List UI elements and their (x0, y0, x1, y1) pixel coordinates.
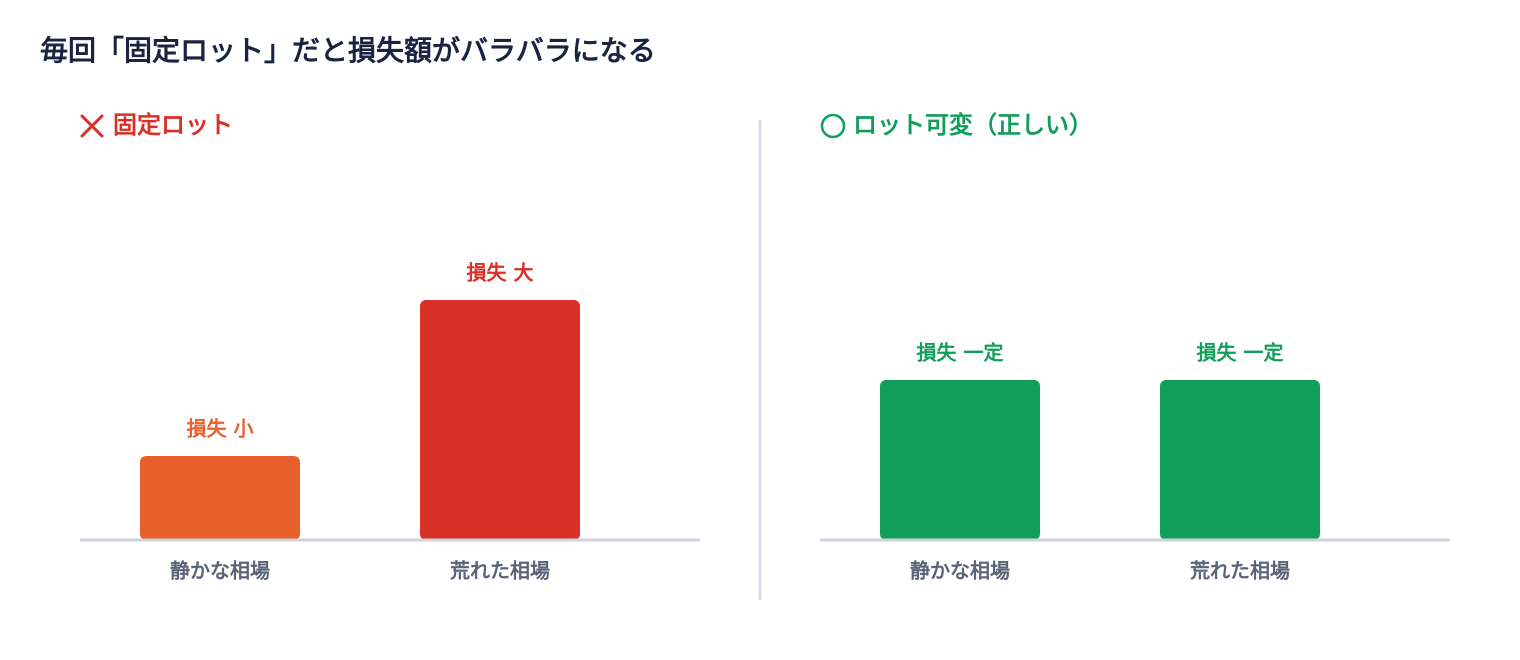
circle-icon (820, 113, 846, 139)
value-label: 損失 大 (467, 261, 534, 285)
chart-title: ロット可変（正しい） (853, 111, 1093, 139)
x-tick-label: 荒れた相場 (450, 559, 550, 583)
chart-title: 固定ロット (113, 111, 233, 139)
value-label: 損失 一定 (917, 341, 1004, 365)
x-tick-label: 静かな相場 (170, 559, 270, 583)
bar (140, 456, 300, 540)
x-tick-label: 荒れた相場 (1190, 559, 1290, 583)
bar (420, 300, 580, 540)
bar (880, 380, 1040, 540)
page-title: 毎回「固定ロット」だと損失額がバラバラになる (40, 34, 656, 67)
x-tick-label: 静かな相場 (910, 559, 1010, 583)
cross-icon (80, 114, 104, 138)
value-label: 損失 一定 (1197, 341, 1284, 365)
bar (1160, 380, 1320, 540)
value-label: 損失 小 (187, 417, 254, 441)
